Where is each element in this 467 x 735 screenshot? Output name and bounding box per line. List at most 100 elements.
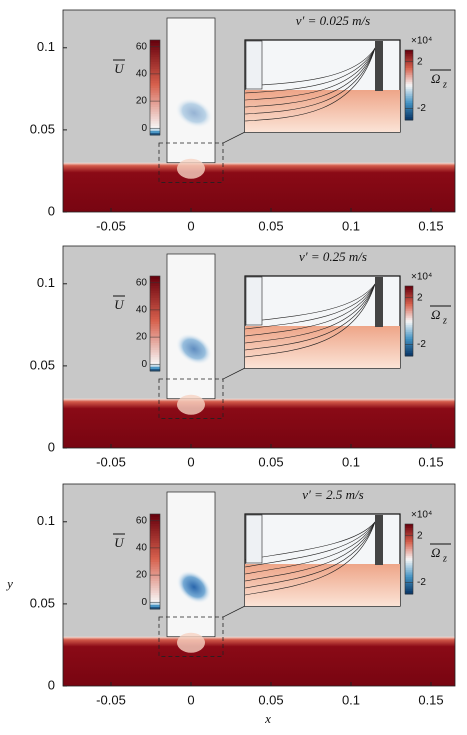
colorbar-cell (150, 518, 160, 522)
colorbar-cell (150, 299, 160, 303)
x-tick-label: -0.05 (96, 692, 126, 707)
colorbar-cell (405, 321, 413, 324)
colorbar-cell (150, 587, 160, 591)
colorbar-cell (150, 544, 160, 548)
colorbar-frame (149, 513, 161, 610)
colorbar-tick-label: -2 (417, 339, 426, 350)
y-axis-label: y (5, 576, 13, 591)
colorbar-cell (405, 329, 413, 332)
colorbar-cell (150, 342, 160, 346)
colorbar-cell (405, 338, 413, 341)
colorbar-cell (150, 582, 160, 586)
colorbar-cell (150, 575, 160, 579)
colorbar-cell (150, 516, 160, 520)
inset-wall-right (375, 515, 383, 565)
colorbar-cell (405, 102, 413, 105)
x-tick-label: -0.05 (96, 454, 126, 469)
colorbar-cell (405, 97, 413, 100)
y-tick-label: 0.1 (37, 513, 55, 528)
colorbar-cell (150, 292, 160, 296)
y-tick-label: 0 (48, 677, 55, 692)
colorbar-label: U (114, 535, 125, 550)
colorbar-scale: ×10⁴ (411, 510, 432, 521)
colorbar-cell (150, 278, 160, 282)
colorbar-cell (405, 90, 413, 93)
colorbar-cell (405, 317, 413, 320)
colorbar-cell (150, 349, 160, 353)
colorbar-tick-label: 40 (136, 69, 148, 80)
colorbar-cell (150, 514, 160, 517)
colorbar-cell (405, 578, 413, 581)
colorbar-cell (150, 59, 160, 62)
colorbar-cell (405, 583, 413, 586)
colorbar-cell (405, 104, 413, 107)
colorbar-cell (150, 132, 160, 136)
colorbar-cell (405, 349, 413, 352)
colorbar-cell (405, 312, 413, 315)
colorbar-cell (405, 333, 413, 336)
panel: 0 20 40 60 U 2 -2 ×10⁴ Ω z v′ = 0.025 m/s -0.05 0 0.0… (30, 9, 456, 233)
colorbar-cell (405, 553, 413, 556)
colorbar-cell (405, 562, 413, 565)
colorbar-cell (405, 88, 413, 91)
colorbar-cell (150, 528, 160, 532)
colorbar-cell (150, 549, 160, 553)
colorbar-cell (405, 67, 413, 70)
y-tick-label: 0.1 (37, 275, 55, 290)
channel (166, 17, 216, 164)
colorbar-cell (405, 342, 413, 345)
colorbar-cell (150, 125, 160, 129)
colorbar-cell (150, 123, 160, 126)
x-tick-label: -0.05 (96, 218, 126, 233)
colorbar-cell (150, 561, 160, 565)
plot-frame (62, 483, 456, 687)
colorbar-cell (150, 283, 160, 286)
colorbar-cell (405, 95, 413, 98)
colorbar-cell (150, 604, 160, 608)
colorbar-cell (150, 330, 160, 334)
colorbar-cell (405, 315, 413, 318)
colorbar-cell (150, 590, 160, 593)
inset-contour (244, 283, 376, 358)
colorbar-cell (405, 336, 413, 339)
colorbar-cell (150, 92, 160, 96)
colorbar-cell (405, 111, 413, 114)
colorbar-cell (405, 93, 413, 96)
colorbar-cell (405, 552, 413, 555)
x-tick-label: 0.1 (342, 692, 360, 707)
colorbar-cell (150, 47, 160, 50)
inset-contour (244, 283, 376, 344)
colorbar-cell (150, 556, 160, 560)
colorbar-label: U (114, 61, 125, 76)
colorbar-cell (150, 276, 160, 279)
inset-contour (244, 283, 376, 337)
colorbar-tick-label: 60 (136, 277, 148, 288)
colorbar-cell (150, 75, 160, 79)
colorbar-cell (150, 302, 160, 305)
inset-wall-right (375, 41, 383, 91)
colorbar-cell (150, 309, 160, 313)
colorbar-cell (150, 97, 160, 100)
colorbar-tick-label: -2 (417, 103, 426, 114)
colorbar-cell (405, 550, 413, 553)
inset-contour (244, 521, 376, 582)
colorbar-scale: ×10⁴ (411, 272, 432, 283)
colorbar-cell (405, 303, 413, 306)
colorbar-cell (405, 564, 413, 567)
channel-wake (177, 632, 205, 653)
channel-wake (177, 394, 205, 415)
colorbar-cell (150, 104, 160, 107)
colorbar-cell (150, 318, 160, 322)
x-tick-label: 0.1 (342, 218, 360, 233)
colorbar-cell (405, 548, 413, 551)
colorbar-cell (405, 301, 413, 304)
colorbar-cell (150, 361, 160, 365)
colorbar-cell (150, 554, 160, 558)
colorbar-cell (405, 525, 413, 528)
colorbar-cell (150, 363, 160, 367)
inset-band (245, 564, 400, 606)
colorbar-cell (150, 130, 160, 134)
colorbar-cell (150, 542, 160, 546)
colorbar-cell (405, 71, 413, 74)
colorbar-cell (405, 69, 413, 72)
